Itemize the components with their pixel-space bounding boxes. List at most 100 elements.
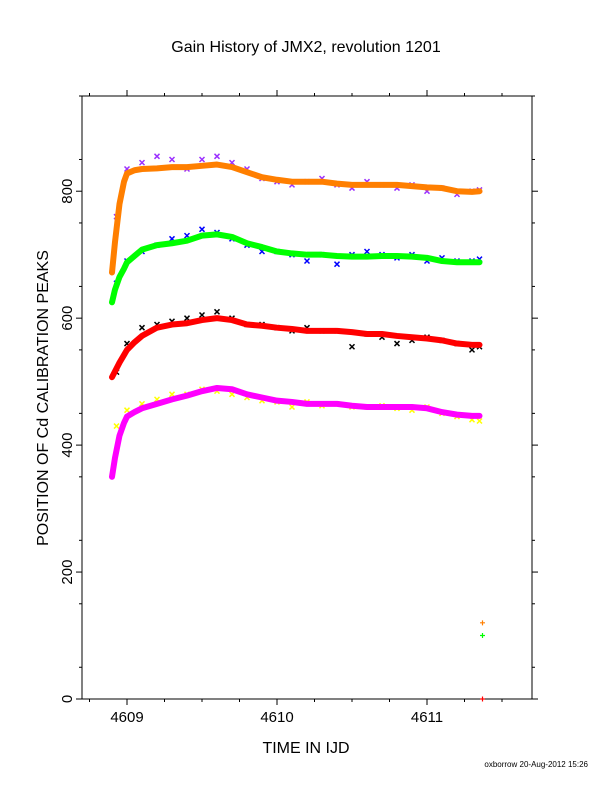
data-point	[363, 248, 371, 255]
y-tick-label: 200	[59, 560, 76, 585]
data-point	[480, 696, 485, 702]
data-point	[198, 156, 206, 163]
data-point	[121, 179, 127, 185]
data-point	[333, 261, 341, 268]
data-point	[364, 182, 370, 188]
data-point	[214, 162, 220, 168]
data-point	[469, 189, 475, 195]
data-point	[274, 177, 280, 183]
data-point	[153, 153, 161, 160]
data-point	[349, 403, 355, 409]
data-point	[184, 320, 190, 326]
data-point	[379, 404, 385, 410]
data-point	[409, 334, 415, 340]
data-point	[379, 253, 385, 259]
data-point	[138, 159, 146, 166]
data-point	[334, 401, 340, 407]
data-point	[169, 240, 175, 246]
data-point	[334, 253, 340, 259]
data-point	[113, 423, 120, 430]
data-point	[439, 409, 445, 415]
data-point	[109, 269, 115, 275]
series-line	[109, 384, 483, 480]
data-point	[154, 401, 160, 407]
series-8	[480, 620, 485, 626]
data-point	[409, 183, 415, 189]
data-point	[229, 317, 235, 323]
data-point	[229, 234, 235, 240]
data-point	[198, 311, 206, 319]
data-point	[394, 404, 400, 410]
footer-stamp: oxborrow 20-Aug-2012 15:26	[484, 760, 588, 769]
data-point	[409, 404, 415, 410]
data-point	[132, 167, 137, 173]
data-point	[349, 254, 355, 260]
data-point	[214, 315, 220, 321]
y-axis-label: POSITION OF Cd CALIBRATION PEAKS	[35, 250, 52, 546]
series-line	[109, 315, 483, 381]
data-point	[394, 253, 400, 259]
data-point	[319, 328, 325, 334]
data-point	[274, 249, 280, 255]
data-point	[349, 182, 355, 188]
data-point	[439, 258, 445, 264]
data-point	[259, 323, 265, 329]
data-point	[274, 398, 280, 404]
data-point	[154, 165, 160, 171]
data-point	[117, 201, 122, 207]
data-point	[244, 322, 250, 328]
data-point	[424, 255, 430, 261]
data-point	[439, 337, 445, 343]
data-point	[214, 385, 220, 391]
axis-ticks: 4609 4610 4611 0 200 400 600 800	[59, 90, 538, 726]
data-point	[109, 474, 115, 480]
data-point	[476, 417, 483, 425]
y-tick-label: 0	[59, 695, 76, 703]
data-point	[468, 346, 476, 353]
data-marks	[109, 153, 485, 702]
series-10	[480, 696, 485, 702]
data-point	[139, 405, 145, 411]
x-tick-label: 4611	[411, 709, 443, 726]
data-point	[454, 188, 460, 194]
data-point	[112, 455, 118, 461]
data-point	[117, 360, 122, 366]
data-point	[244, 240, 250, 246]
data-point	[289, 250, 295, 256]
data-point	[349, 329, 355, 335]
data-point	[112, 287, 118, 293]
data-point	[303, 258, 311, 265]
data-point	[139, 333, 145, 339]
data-point	[229, 164, 235, 170]
data-point	[259, 174, 265, 180]
data-point	[124, 347, 130, 353]
data-point	[213, 308, 221, 315]
data-point	[169, 164, 175, 170]
data-point	[454, 412, 460, 418]
data-point	[121, 420, 127, 426]
series-line	[109, 231, 483, 306]
data-point	[394, 182, 400, 188]
data-point	[199, 163, 205, 169]
data-point	[198, 226, 206, 233]
data-point	[304, 252, 310, 258]
plot-frame	[81, 95, 533, 700]
data-point	[229, 386, 235, 392]
data-point	[393, 340, 401, 347]
data-point	[364, 254, 370, 260]
data-point	[477, 188, 482, 194]
data-point	[169, 322, 175, 328]
data-point	[124, 170, 130, 176]
data-point	[117, 274, 122, 280]
data-point	[454, 341, 460, 347]
data-point	[379, 331, 385, 337]
data-point	[154, 325, 160, 331]
data-point	[139, 166, 145, 172]
data-point	[319, 252, 325, 258]
data-point	[244, 169, 250, 175]
series-1	[109, 161, 483, 276]
data-point	[274, 325, 280, 331]
data-point	[109, 374, 115, 380]
y-tick-label: 400	[59, 433, 76, 458]
y-tick-label: 800	[59, 179, 76, 204]
